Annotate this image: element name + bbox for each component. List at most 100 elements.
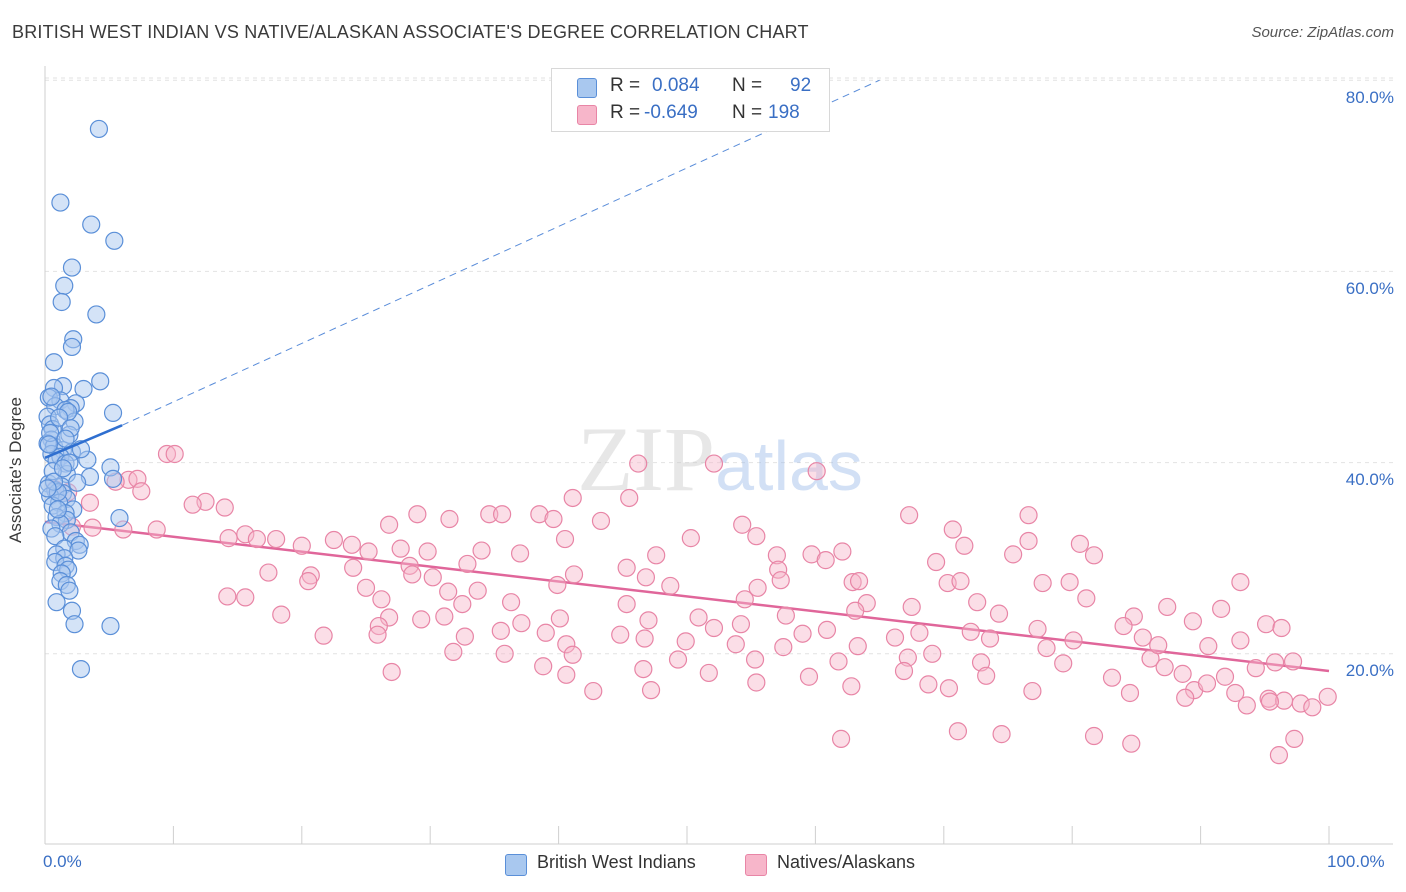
data-point-natives-alaskans <box>948 722 968 741</box>
data-point-natives-alaskans <box>1064 631 1083 650</box>
data-point-natives-alaskans <box>919 675 938 694</box>
data-point-natives-alaskans <box>923 644 942 663</box>
data-point-natives-alaskans <box>799 667 819 686</box>
data-point-natives-alaskans <box>833 542 852 561</box>
data-point-british-west-indians <box>71 659 91 679</box>
data-point-natives-alaskans <box>1158 597 1177 617</box>
data-point-natives-alaskans <box>267 529 286 549</box>
data-point-british-west-indians <box>103 469 123 488</box>
data-point-natives-alaskans <box>704 618 724 638</box>
legend-swatch-blue <box>577 78 597 98</box>
data-point-natives-alaskans <box>215 498 234 517</box>
legend-n-label: N = <box>732 75 763 96</box>
data-point-natives-alaskans <box>977 666 996 685</box>
bottom-legend-label: Natives/Alaskans <box>777 852 916 872</box>
data-point-natives-alaskans <box>591 511 611 531</box>
data-point-natives-alaskans <box>1285 729 1304 748</box>
legend-row-natives-alaskans: R = -0.649 N = 198 <box>552 102 829 130</box>
data-point-natives-alaskans <box>219 529 238 548</box>
data-point-natives-alaskans <box>1102 668 1122 687</box>
x-tick-label-min: 0.0% <box>43 852 82 871</box>
data-point-natives-alaskans <box>1260 692 1280 711</box>
data-point-natives-alaskans <box>1197 674 1217 693</box>
data-point-natives-alaskans <box>439 582 458 601</box>
data-point-natives-alaskans <box>793 624 812 643</box>
data-point-natives-alaskans <box>512 614 531 633</box>
data-point-natives-alaskans <box>1318 687 1337 706</box>
data-point-natives-alaskans <box>1272 618 1291 638</box>
data-point-natives-alaskans <box>807 462 826 481</box>
data-point-british-west-indians <box>53 459 73 478</box>
data-point-natives-alaskans <box>1004 545 1023 564</box>
data-point-natives-alaskans <box>292 536 311 555</box>
data-point-natives-alaskans <box>1246 659 1265 678</box>
data-point-natives-alaskans <box>647 546 666 565</box>
data-point-natives-alaskans <box>689 608 708 627</box>
data-point-natives-alaskans <box>1237 696 1256 715</box>
data-point-natives-alaskans <box>747 527 766 546</box>
data-point-natives-alaskans <box>939 679 959 698</box>
data-point-natives-alaskans <box>157 444 177 464</box>
data-point-natives-alaskans <box>272 605 291 624</box>
legend-row-british-west-indians: R = 0.084 N = 92 <box>552 75 829 103</box>
data-point-natives-alaskans <box>480 505 499 524</box>
data-point-natives-alaskans <box>943 520 962 539</box>
data-point-british-west-indians <box>55 276 74 295</box>
data-point-british-west-indians <box>42 387 61 406</box>
data-point-british-west-indians <box>51 193 70 212</box>
data-point-natives-alaskans <box>495 644 514 663</box>
data-point-natives-alaskans <box>774 638 793 657</box>
data-point-british-west-indians <box>38 479 57 498</box>
data-point-natives-alaskans <box>183 495 202 514</box>
data-point-natives-alaskans <box>1303 698 1322 717</box>
data-point-natives-alaskans <box>1141 649 1160 668</box>
legend-r-value: 0.084 <box>652 75 700 96</box>
data-point-british-west-indians <box>48 500 67 519</box>
data-point-natives-alaskans <box>563 488 582 508</box>
bottom-legend-label: British West Indians <box>537 852 696 872</box>
data-point-natives-alaskans <box>530 505 549 524</box>
data-point-natives-alaskans <box>617 558 636 577</box>
data-point-natives-alaskans <box>342 535 361 554</box>
data-point-british-west-indians <box>82 215 101 234</box>
data-point-natives-alaskans <box>1060 572 1079 592</box>
data-point-british-west-indians <box>62 258 82 277</box>
data-point-natives-alaskans <box>1265 653 1285 672</box>
data-point-natives-alaskans <box>636 568 656 587</box>
data-point-british-west-indians <box>105 231 124 250</box>
data-point-natives-alaskans <box>848 637 867 656</box>
data-point-natives-alaskans <box>403 565 422 584</box>
data-point-natives-alaskans <box>900 506 919 525</box>
data-point-natives-alaskans <box>1155 658 1174 677</box>
data-point-british-west-indians <box>103 403 123 422</box>
legend-swatch-pink <box>577 105 597 125</box>
data-point-natives-alaskans <box>1120 683 1140 703</box>
data-point-natives-alaskans <box>968 593 987 612</box>
data-point-natives-alaskans <box>1256 615 1276 634</box>
data-point-natives-alaskans <box>435 607 454 626</box>
natives-alaskans-points <box>46 444 1337 765</box>
source-label: Source: ZipAtlas.com <box>1251 24 1394 41</box>
data-point-british-west-indians <box>67 473 87 492</box>
data-point-natives-alaskans <box>1269 746 1289 765</box>
data-point-natives-alaskans <box>846 601 865 620</box>
data-point-british-west-indians <box>44 353 64 372</box>
data-point-natives-alaskans <box>83 518 102 537</box>
data-point-natives-alaskans <box>849 572 869 591</box>
data-point-natives-alaskans <box>557 665 576 684</box>
data-point-natives-alaskans <box>372 590 391 609</box>
data-point-natives-alaskans <box>681 529 700 548</box>
grid-layer <box>45 77 1393 655</box>
data-point-natives-alaskans <box>816 551 835 570</box>
data-point-natives-alaskans <box>391 539 410 558</box>
data-point-natives-alaskans <box>1019 531 1038 551</box>
data-point-natives-alaskans <box>544 509 563 529</box>
legend-r-label: R = <box>610 102 641 123</box>
data-point-natives-alaskans <box>1199 637 1218 656</box>
data-point-natives-alaskans <box>617 594 636 614</box>
data-point-natives-alaskans <box>1133 628 1152 647</box>
data-point-natives-alaskans <box>1122 734 1141 753</box>
data-point-natives-alaskans <box>735 590 754 609</box>
data-point-natives-alaskans <box>767 546 786 565</box>
data-point-british-west-indians <box>50 408 69 427</box>
